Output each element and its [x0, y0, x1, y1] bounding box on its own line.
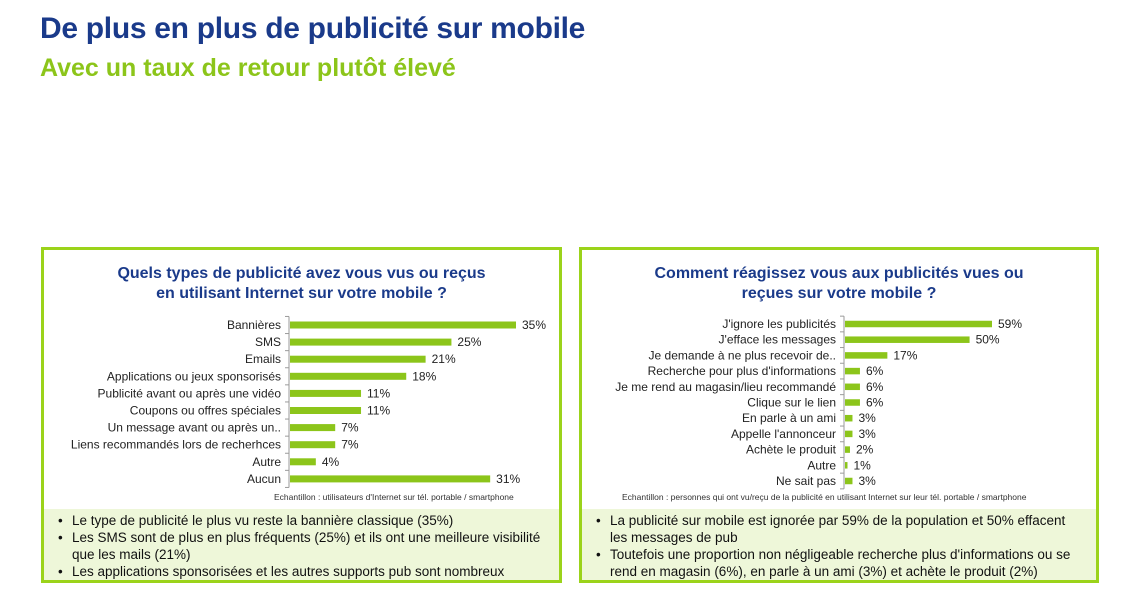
right-chart-value-label: 6% [866, 396, 884, 410]
right-chart-category-label: Appelle l'annonceur [731, 427, 836, 441]
right-chart-bar [845, 462, 848, 469]
left-chart-value-label: 31% [496, 472, 520, 486]
right-chart-value-label: 3% [858, 427, 876, 441]
page-subtitle: Avec un taux de retour plutôt élevé [40, 54, 456, 82]
left-chart-bar [290, 321, 516, 329]
right-chart-value-label: 6% [866, 364, 884, 378]
left-chart-category-label: Bannières [227, 318, 281, 332]
right-chart-bar [845, 367, 860, 375]
right-chart-value-label: 2% [856, 443, 874, 457]
right-chart-category-label: En parle à un ami [742, 411, 836, 425]
right-chart-title: Comment réagissez vous aux publicités vu… [582, 264, 1096, 304]
left-chart-bar [290, 407, 362, 414]
right-sample-note: Echantillon : personnes qui ont vu/reçu … [622, 492, 1027, 502]
left-chart-value-label: 21% [432, 352, 456, 366]
left-chart-value-label: 4% [322, 455, 340, 469]
right-summary-notes: La publicité sur mobile est ignorée par … [582, 509, 1096, 580]
left-chart-bar [290, 355, 426, 363]
left-chart-title: Quels types de publicité avez vous vus o… [44, 264, 559, 304]
ad-types-bar-chart: Bannières 35% SMS 25% Emails 21% Applications … [71, 315, 546, 488]
right-chart-bar [845, 477, 853, 485]
left-chart-value-label: 7% [341, 421, 359, 435]
right-chart-bar [845, 336, 970, 343]
left-chart-value-label: 25% [457, 335, 481, 349]
left-chart-panel: Quels types de publicité avez vous vus o… [41, 247, 562, 583]
left-chart-value-label: 11% [367, 404, 390, 418]
left-chart-category-label: Coupons ou offres spéciales [130, 404, 281, 418]
right-chart-bar [845, 383, 860, 391]
right-chart-category-label: Clique sur le lien [747, 396, 836, 410]
left-chart-category-label: Un message avant ou après un.. [108, 421, 281, 435]
left-chart-category-label: Liens recommandés lors de recherhces [71, 438, 281, 452]
left-note-1: Le type de publicité le plus vu reste la… [58, 512, 549, 529]
left-summary-notes: Le type de publicité le plus vu reste la… [44, 509, 559, 580]
right-chart-value-label: 3% [858, 411, 876, 425]
right-chart-bar [845, 430, 853, 438]
left-note-3: Les applications sponsorisées et les aut… [58, 563, 549, 580]
right-chart-value-label: 59% [998, 317, 1022, 331]
left-chart-bar [290, 441, 336, 449]
left-note-2: Les SMS sont de plus en plus fréquents (… [58, 529, 549, 563]
right-chart-category-label: Autre [807, 458, 836, 472]
left-chart-category-label: Emails [245, 352, 281, 366]
right-chart-value-label: 6% [866, 380, 884, 394]
right-chart-category-label: J'efface les messages [719, 333, 836, 347]
right-chart-bar [845, 399, 860, 406]
left-chart-bar [290, 389, 362, 397]
left-chart-bar [290, 338, 452, 346]
right-note-1: La publicité sur mobile est ignorée par … [596, 512, 1086, 546]
left-sample-note: Echantillon : utilisateurs d'Internet su… [274, 492, 514, 502]
right-chart-category-label: J'ignore les publicités [722, 317, 836, 331]
right-chart-category-label: Je me rend au magasin/lieu recommandé [615, 380, 836, 394]
left-chart-bar [290, 475, 491, 483]
page-title: De plus en plus de publicité sur mobile [40, 12, 586, 45]
right-chart-value-label: 1% [853, 458, 871, 472]
right-chart-value-label: 50% [976, 333, 1000, 347]
left-chart-bar [290, 372, 407, 380]
right-chart-bar [845, 320, 992, 328]
left-chart-category-label: Aucun [247, 472, 281, 486]
left-chart-value-label: 7% [341, 438, 359, 452]
right-chart-title-line2: reçues sur votre mobile ? [741, 285, 937, 302]
right-note-2: Toutefois une proportion non négligeable… [596, 546, 1086, 580]
right-chart-value-label: 3% [858, 474, 876, 488]
right-chart-bar [845, 446, 850, 453]
right-chart-category-label: Recherche pour plus d'informations [648, 364, 836, 378]
ad-reactions-bar-chart: J'ignore les publicités 59% J'efface les m… [615, 315, 1022, 490]
left-chart-bar [290, 458, 316, 466]
left-chart-title-line2: en utilisant Internet sur votre mobile ? [156, 285, 447, 302]
left-chart-category-label: Applications ou jeux sponsorisés [107, 369, 281, 383]
left-chart-title-line1: Quels types de publicité avez vous vus o… [117, 265, 486, 282]
right-chart-value-label: 17% [893, 348, 917, 362]
right-chart-category-label: Je demande à ne plus recevoir de.. [649, 348, 836, 362]
left-chart-category-label: Publicité avant ou après une vidéo [98, 386, 282, 400]
left-chart-value-label: 18% [412, 369, 436, 383]
left-chart-category-label: SMS [255, 335, 281, 349]
right-chart-panel: Comment réagissez vous aux publicités vu… [579, 247, 1099, 583]
right-chart-category-label: Achète le produit [746, 443, 837, 457]
left-chart-bar [290, 424, 336, 432]
right-chart-bar [845, 414, 853, 422]
right-chart-category-label: Ne sait pas [776, 474, 836, 488]
right-chart-bar [845, 352, 888, 359]
left-chart-value-label: 35% [522, 318, 546, 332]
left-chart-category-label: Autre [252, 455, 281, 469]
left-chart-value-label: 11% [367, 386, 390, 400]
right-chart-title-line1: Comment réagissez vous aux publicités vu… [654, 265, 1024, 282]
